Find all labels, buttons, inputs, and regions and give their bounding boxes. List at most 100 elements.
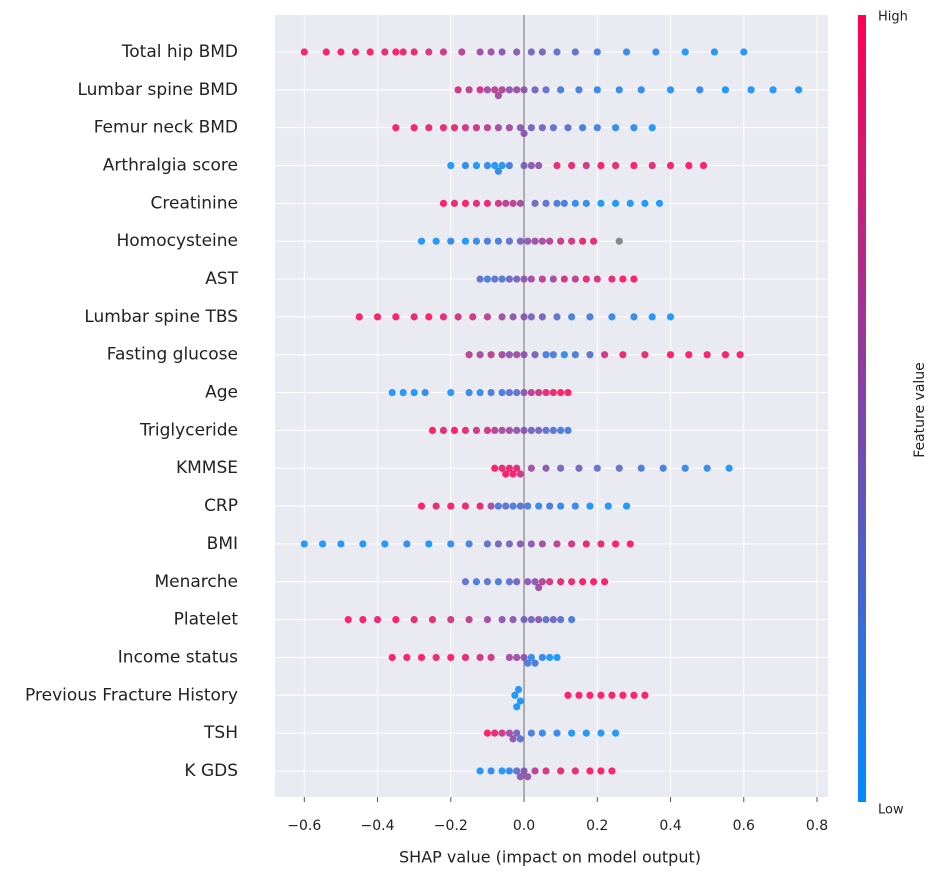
dot xyxy=(483,237,492,245)
dot xyxy=(575,691,583,699)
dot xyxy=(447,502,455,510)
dot xyxy=(439,313,448,321)
dot xyxy=(505,161,513,170)
dot xyxy=(601,351,609,359)
dot xyxy=(381,540,389,548)
dot xyxy=(425,313,433,321)
dot xyxy=(542,616,550,624)
dot xyxy=(553,199,561,207)
dot xyxy=(641,199,649,207)
dot xyxy=(513,703,521,711)
dot xyxy=(524,502,532,510)
dot xyxy=(538,653,546,662)
dot xyxy=(611,161,620,170)
feature-label: Lumbar spine BMD xyxy=(77,80,238,100)
dot xyxy=(608,313,616,321)
dot xyxy=(582,161,590,170)
x-axis-label: SHAP value (impact on model output) xyxy=(399,848,701,867)
dot xyxy=(494,540,502,548)
dot xyxy=(337,540,345,548)
dot xyxy=(454,86,462,94)
dot xyxy=(568,578,576,586)
dot xyxy=(538,124,546,132)
dot xyxy=(542,464,550,472)
dot xyxy=(597,767,605,775)
dot xyxy=(355,313,363,321)
dot xyxy=(472,426,481,434)
dot xyxy=(337,48,345,56)
dot xyxy=(549,124,557,132)
dot xyxy=(487,767,495,775)
feature-label: BMI xyxy=(207,534,238,554)
dot xyxy=(527,653,535,662)
dot xyxy=(410,313,418,321)
dot xyxy=(432,502,440,510)
dot xyxy=(498,767,506,775)
dot xyxy=(483,161,492,170)
dot xyxy=(586,691,594,699)
dot xyxy=(509,313,517,321)
dot xyxy=(655,199,664,207)
feature-label: Triglyceride xyxy=(139,420,238,440)
dot xyxy=(531,767,539,775)
dot xyxy=(498,275,506,283)
feature-label: KMMSE xyxy=(176,458,238,478)
dot xyxy=(597,691,605,699)
dot xyxy=(410,388,418,397)
dot xyxy=(531,578,539,586)
dot xyxy=(597,729,605,737)
dot xyxy=(487,351,495,359)
dot xyxy=(542,86,550,94)
dot xyxy=(461,124,470,132)
dot xyxy=(527,124,535,132)
dot xyxy=(586,767,594,775)
dot xyxy=(571,275,579,283)
dot xyxy=(439,199,448,207)
dot xyxy=(516,199,524,207)
dot xyxy=(483,426,492,434)
dot xyxy=(546,237,554,245)
dot xyxy=(568,161,576,170)
dot xyxy=(483,275,492,283)
dot xyxy=(505,275,513,283)
dot xyxy=(615,86,623,94)
feature-label: Homocysteine xyxy=(117,231,239,251)
dot xyxy=(611,729,620,737)
dot xyxy=(721,351,730,359)
dot xyxy=(417,653,426,662)
dot xyxy=(509,735,517,743)
feature-label: Fasting glucose xyxy=(107,345,238,365)
x-tick-label: −0.2 xyxy=(434,818,468,834)
dot xyxy=(520,767,528,775)
dot xyxy=(586,313,594,321)
dot xyxy=(608,275,616,283)
dot xyxy=(527,313,535,321)
dot xyxy=(465,351,473,359)
feature-label: Lumbar spine TBS xyxy=(84,307,238,327)
dot xyxy=(513,388,521,397)
dot xyxy=(725,464,733,472)
dot xyxy=(425,48,433,56)
dot xyxy=(359,540,367,548)
dot xyxy=(666,313,675,321)
dot xyxy=(509,199,517,207)
dot xyxy=(597,199,605,207)
dot xyxy=(505,540,513,548)
dot xyxy=(597,540,605,548)
dot xyxy=(542,351,550,359)
dot xyxy=(619,351,627,359)
dot xyxy=(494,167,502,175)
dot xyxy=(461,199,470,207)
dot xyxy=(593,48,601,56)
dot xyxy=(514,685,523,694)
dot xyxy=(498,464,506,472)
dot xyxy=(502,199,510,207)
dot xyxy=(571,767,579,775)
feature-label: K GDS xyxy=(184,761,238,781)
dot xyxy=(579,578,587,586)
dot xyxy=(520,313,528,321)
dot xyxy=(538,578,546,586)
dot xyxy=(527,540,535,548)
dot xyxy=(622,502,631,510)
